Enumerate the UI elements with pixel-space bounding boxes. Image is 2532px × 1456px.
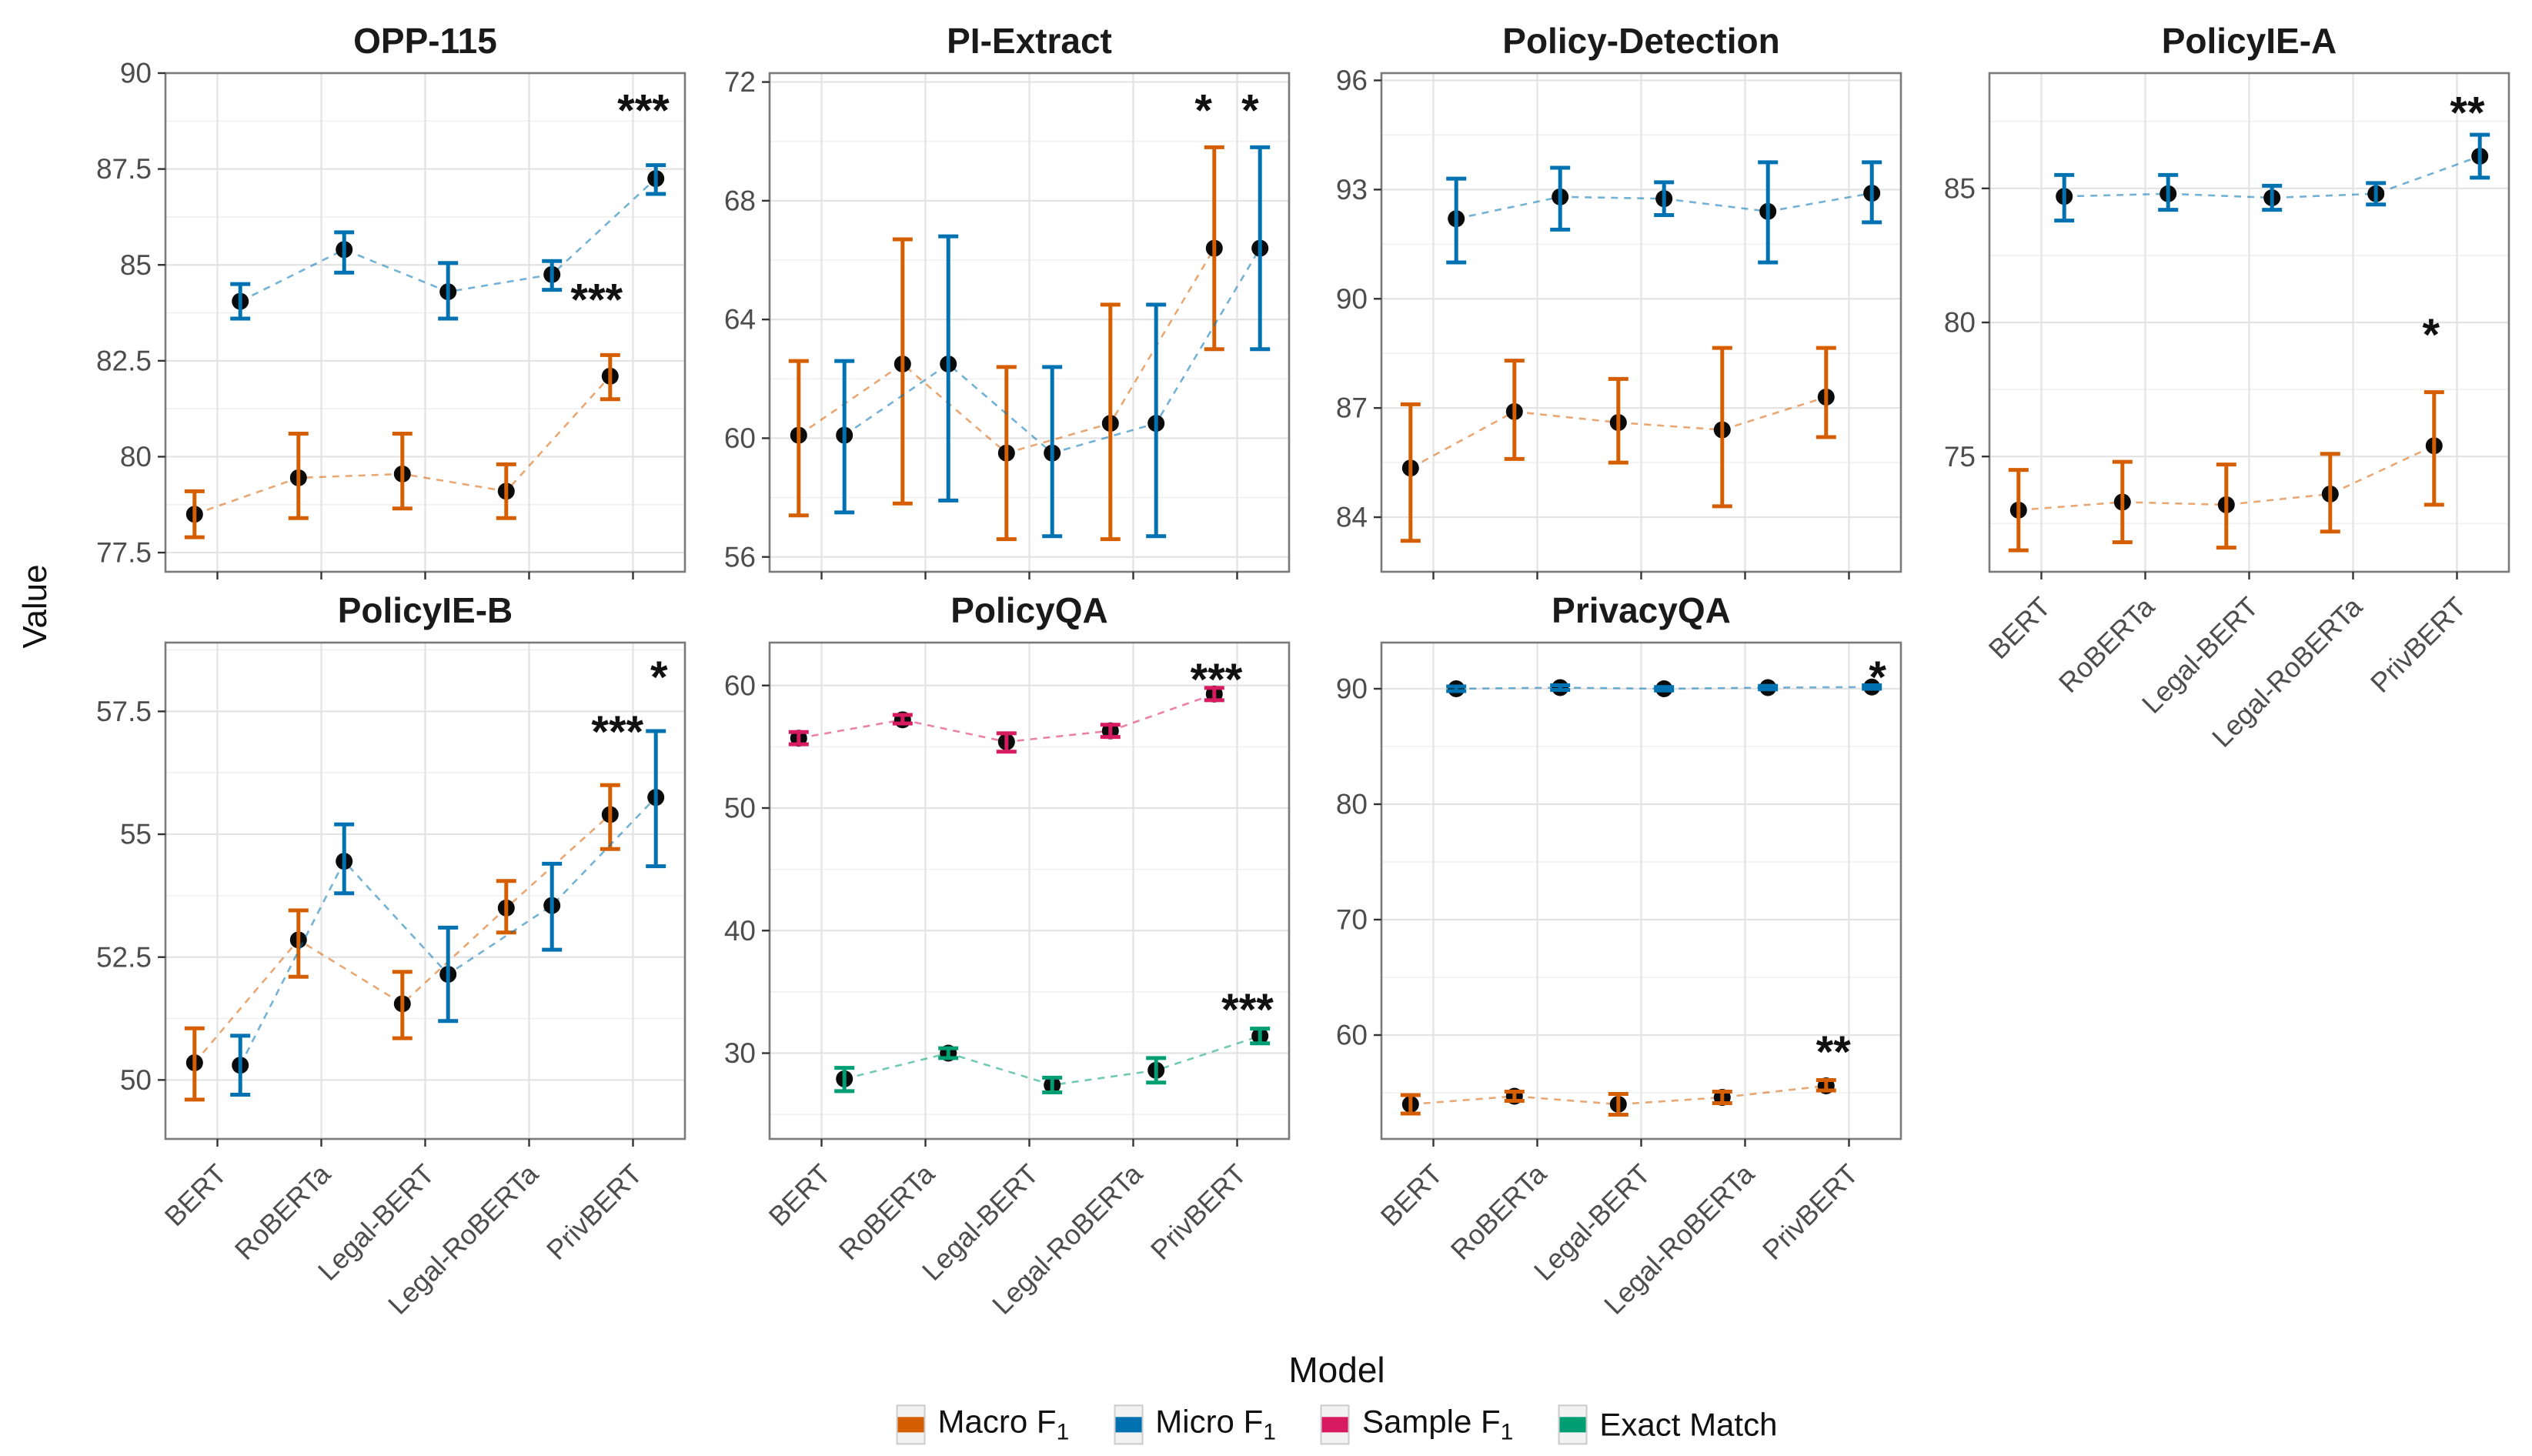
legend-label: Sample F1	[1361, 1403, 1514, 1445]
y-tick-label: 90	[120, 58, 152, 89]
series-line	[2064, 155, 2480, 199]
y-tick-label: 70	[1336, 904, 1368, 936]
y-tick-label: 72	[724, 66, 756, 98]
panel-privacyqa: ***60708090BERTRoBERTaLegal-BERTLegal-Ro…	[1336, 590, 1902, 1321]
significance-annotation: ***	[570, 276, 623, 326]
panel-policyqa: ******30405060BERTRoBERTaLegal-BERTLegal…	[724, 590, 1291, 1321]
x-tick-label: RoBERTa	[833, 1157, 941, 1266]
series-line	[2018, 445, 2435, 512]
legend-color-band	[1321, 1416, 1348, 1432]
legend-label: Micro F1	[1155, 1403, 1276, 1445]
x-tick-label: BERT	[159, 1158, 232, 1232]
y-tick-label: 30	[724, 1037, 756, 1069]
significance-annotation: *	[1869, 653, 1886, 703]
x-tick-label: BERT	[763, 1158, 837, 1232]
y-tick-label: 80	[120, 441, 152, 473]
y-tick-label: 90	[1336, 283, 1368, 315]
significance-annotation: *	[1241, 85, 1259, 135]
y-axis-label: Value	[16, 564, 54, 649]
y-tick-label: 87	[1336, 392, 1368, 424]
x-tick-label: BERT	[1375, 1158, 1448, 1232]
y-tick-label: 50	[724, 793, 756, 824]
significance-annotation: ***	[591, 707, 643, 757]
legend-color-band	[897, 1416, 924, 1432]
panel-opp-115: *** *** 77.5 80 82.5 85 87.5 90 OPP-115	[96, 21, 686, 579]
y-tick-label: 64	[724, 304, 756, 336]
significance-annotation: **	[1816, 1027, 1852, 1077]
panel-policyie-a: ***758085BERTRoBERTaLegal-BERTLegal-RoBE…	[1944, 21, 2510, 753]
legend-item: Micro F1	[1114, 1403, 1276, 1445]
x-tick-label: PrivBERT	[2364, 591, 2472, 699]
legend-item: Exact Match	[1558, 1404, 1777, 1444]
legend-key-swatch	[896, 1404, 926, 1444]
legend-key-swatch	[1114, 1404, 1144, 1444]
series-line	[1456, 686, 1872, 690]
significance-annotation: **	[2450, 88, 2485, 139]
y-tick-label: 85	[1944, 172, 1976, 204]
panel-title: OPP-115	[353, 21, 497, 61]
y-tick-label: 90	[1336, 673, 1368, 705]
panel-policyie-b: ****5052.55557.5BERTRoBERTaLegal-BERTLeg…	[96, 590, 686, 1321]
significance-annotation: *	[1194, 85, 1212, 135]
y-tick-label: 75	[1944, 441, 1976, 473]
legend-label: Exact Match	[1599, 1405, 1778, 1442]
x-tick-label: BERT	[1983, 591, 2056, 665]
panel-title: PolicyQA	[950, 590, 1108, 630]
y-tick-label: 84	[1336, 502, 1368, 533]
legend-key-swatch	[1320, 1404, 1350, 1444]
x-tick-label: RoBERTa	[1445, 1157, 1553, 1266]
y-tick-label: 68	[724, 185, 756, 216]
x-tick-label: PrivBERT	[1756, 1158, 1864, 1266]
series-line	[1410, 1084, 1826, 1106]
y-tick-label: 87.5	[96, 153, 152, 185]
panel-pi-extract: * * 56 60 64 68 72 PI-Extract	[724, 21, 1291, 579]
y-tick-label: 80	[1944, 307, 1976, 339]
panel-title: Policy-Detection	[1502, 21, 1779, 61]
y-tick-label: 82.5	[96, 345, 152, 376]
y-tick-label: 55	[120, 819, 152, 850]
y-tick-label: 57.5	[96, 696, 152, 727]
y-tick-label: 40	[724, 915, 756, 947]
y-tick-label: 85	[120, 249, 152, 281]
x-tick-label: PrivBERT	[1144, 1158, 1252, 1266]
legend-label: Macro F1	[937, 1403, 1070, 1445]
y-tick-label: 77.5	[96, 537, 152, 569]
panel-policy-detection: 84 87 90 93 96 Policy-Detection	[1336, 21, 1902, 579]
x-tick-label: RoBERTa	[229, 1157, 337, 1266]
legend-item: Macro F1	[896, 1403, 1070, 1445]
y-tick-label: 52.5	[96, 941, 152, 973]
y-tick-label: 80	[1336, 789, 1368, 820]
y-tick-label: 56	[724, 541, 756, 573]
significance-annotation: ***	[1191, 655, 1243, 705]
significance-annotation: ***	[1221, 985, 1274, 1035]
y-tick-label: 60	[1336, 1020, 1368, 1051]
panel-title: PolicyIE-B	[338, 590, 513, 630]
legend-key-swatch	[1558, 1404, 1588, 1444]
y-tick-label: 60	[724, 670, 756, 701]
panel-title: PI-Extract	[947, 21, 1112, 61]
x-tick-label: PrivBERT	[540, 1158, 648, 1266]
series-line	[193, 813, 611, 1064]
significance-annotation: ***	[617, 85, 670, 135]
legend-color-band	[1559, 1416, 1586, 1432]
y-tick-label: 96	[1336, 65, 1368, 96]
significance-annotation: *	[2422, 310, 2440, 360]
legend: Macro F1 Micro F1 Sample F1 Exact Match	[896, 1403, 1777, 1445]
legend-item: Sample F1	[1320, 1403, 1514, 1445]
x-axis-label: Model	[1288, 1350, 1385, 1390]
legend-color-band	[1115, 1416, 1142, 1432]
y-tick-label: 50	[120, 1064, 152, 1096]
x-tick-label: RoBERTa	[2053, 590, 2161, 699]
panel-title: PrivacyQA	[1552, 590, 1731, 630]
y-tick-label: 60	[724, 422, 756, 454]
significance-annotation: *	[650, 653, 668, 703]
panel-title: PolicyIE-A	[2162, 21, 2337, 61]
y-tick-label: 93	[1336, 174, 1368, 205]
